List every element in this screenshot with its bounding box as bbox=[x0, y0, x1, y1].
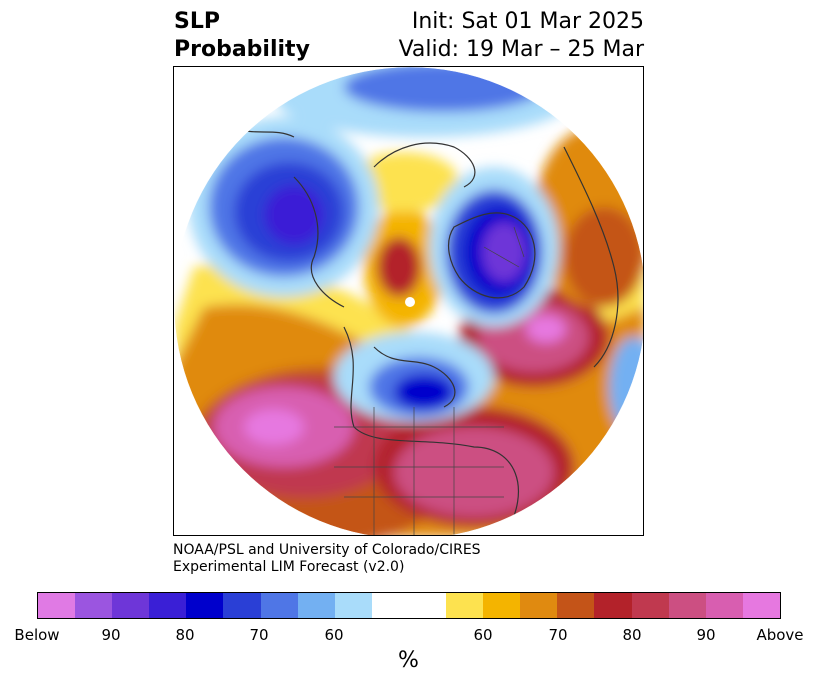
colorbar-segment bbox=[260, 593, 298, 618]
colorbar-segment bbox=[705, 593, 743, 618]
init-date: Init: Sat 01 Mar 2025 bbox=[411, 9, 644, 34]
colorbar-ticks: Below 90 80 70 60 60 70 80 90 Above bbox=[0, 626, 819, 646]
colorbar-segment bbox=[149, 593, 187, 618]
colorbar-segment bbox=[38, 593, 76, 618]
colorbar-tick-label: 60 bbox=[324, 626, 344, 644]
colorbar-segment bbox=[75, 593, 113, 618]
colorbar-segment bbox=[668, 593, 706, 618]
colorbar-segment bbox=[112, 593, 150, 618]
coastlines bbox=[233, 126, 619, 535]
colorbar-unit: % bbox=[398, 648, 419, 673]
colorbar-segment bbox=[483, 593, 521, 618]
probability-field bbox=[174, 67, 643, 535]
colorbar-segment bbox=[520, 593, 558, 618]
colorbar-segment bbox=[631, 593, 669, 618]
title-line-2: Probability bbox=[174, 37, 310, 62]
colorbar-segment bbox=[446, 593, 484, 618]
credit-text: NOAA/PSL and University of Colorado/CIRE… bbox=[173, 542, 481, 576]
colorbar-segment bbox=[297, 593, 335, 618]
colorbar-segment bbox=[742, 593, 780, 618]
colorbar-tick-label: 80 bbox=[175, 626, 195, 644]
forecast-dates: Init: Sat 01 Mar 2025 Valid: 19 Mar – 25… bbox=[399, 8, 644, 64]
colorbar-segment bbox=[223, 593, 261, 618]
credit-line-2: Experimental LIM Forecast (v2.0) bbox=[173, 559, 405, 575]
pole-marker bbox=[405, 297, 415, 307]
colorbar-tick-label: 90 bbox=[696, 626, 716, 644]
colorbar-segment bbox=[594, 593, 632, 618]
colorbar-segment bbox=[334, 593, 372, 618]
colorbar-segment bbox=[186, 593, 224, 618]
state-borders bbox=[334, 226, 525, 535]
probability-map bbox=[174, 67, 643, 535]
colorbar-tick-label: Above bbox=[756, 626, 804, 644]
colorbar-tick-label: 80 bbox=[622, 626, 642, 644]
colorbar-tick-label: Below bbox=[14, 626, 60, 644]
title-line-1: SLP bbox=[174, 9, 220, 34]
colorbar bbox=[37, 592, 781, 619]
colorbar-tick-label: 90 bbox=[101, 626, 121, 644]
colorbar-segment bbox=[371, 593, 409, 618]
map-panel bbox=[173, 66, 644, 536]
valid-range: Valid: 19 Mar – 25 Mar bbox=[398, 37, 644, 62]
colorbar-tick-label: 70 bbox=[249, 626, 269, 644]
colorbar-segment bbox=[408, 593, 447, 618]
map-title: SLP Probability bbox=[174, 8, 310, 64]
colorbar-segment bbox=[557, 593, 595, 618]
credit-line-1: NOAA/PSL and University of Colorado/CIRE… bbox=[173, 542, 481, 558]
colorbar-tick-label: 70 bbox=[548, 626, 568, 644]
colorbar-tick-label: 60 bbox=[473, 626, 493, 644]
